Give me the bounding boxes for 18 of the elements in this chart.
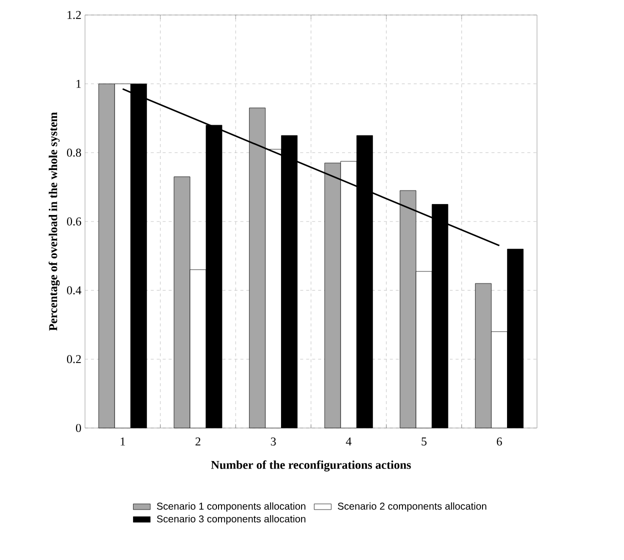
y-axis-title: Percentage of overload in the whole system: [48, 112, 60, 331]
x-tick-label: 2: [196, 438, 200, 446]
y-tick-label: 0.4: [66, 286, 82, 294]
y-tick-label: 1.2: [68, 10, 81, 20]
y-tick-label: 1: [76, 80, 81, 88]
y-tick-label: 0: [76, 424, 82, 432]
x-tick-label: 6: [496, 438, 502, 446]
legend-label: Scenario 2 components allocation: [338, 502, 486, 512]
x-tick-label: 5: [422, 438, 427, 446]
y-tick-label: 0.8: [66, 148, 82, 157]
legend-label: Scenario 1 components allocation: [156, 502, 306, 512]
x-tick-label: 3: [270, 438, 276, 446]
x-tick-label: 1: [120, 438, 125, 446]
y-tick-label: 0.2: [66, 355, 81, 364]
x-tick-label: 4: [346, 438, 352, 446]
y-tick-label: 0.6: [66, 217, 82, 226]
legend-label: Scenario 3 components allocation: [156, 515, 306, 524]
x-axis-title: Number of the reconfigurations actions: [211, 460, 411, 472]
